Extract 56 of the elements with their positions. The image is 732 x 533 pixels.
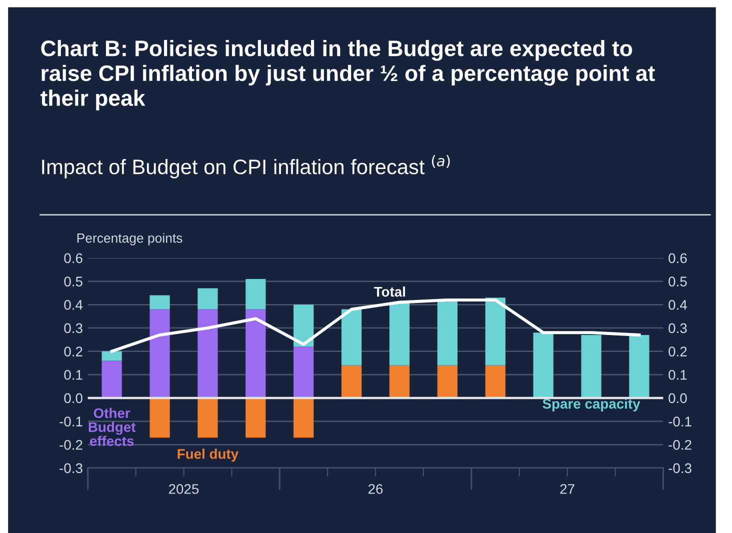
series-label: Total <box>374 286 405 297</box>
y-tick-label: 0.2 <box>64 346 82 356</box>
text: 26 <box>368 484 383 494</box>
y-tick-label: 0.5 <box>64 276 82 286</box>
y-tick-label: 0.6 <box>64 253 82 264</box>
bar <box>485 298 506 366</box>
bar <box>198 288 218 310</box>
bar <box>246 398 266 438</box>
y2-tick-label: 0.2 <box>668 346 687 356</box>
chart-subtitle: Impact of Budget on CPI inflation forecast $^{(a)}$ <box>42 155 450 178</box>
series-label: Spare capacity <box>542 398 640 412</box>
y-tick-label: 0.4 <box>64 300 83 310</box>
y-tick-label: -0.1 <box>60 416 82 426</box>
bar <box>581 334 602 398</box>
bar <box>246 278 266 310</box>
y2-tick-label: -0.2 <box>668 440 692 450</box>
y2-tick-label: 0.6 <box>668 253 687 264</box>
bar <box>341 309 362 366</box>
bar <box>485 365 506 398</box>
bar <box>437 300 458 366</box>
bar <box>198 309 218 398</box>
series-label: Other Budget effects <box>88 408 136 446</box>
bar <box>389 365 410 398</box>
series-label: Fuel duty <box>178 448 238 462</box>
bar <box>102 351 122 361</box>
y-tick-label: 0.3 <box>64 323 82 334</box>
y-tick-label: 0.1 <box>64 370 82 380</box>
y2-tick-label: -0.3 <box>668 463 692 474</box>
bar <box>150 309 170 398</box>
y2-tick-label: 0.5 <box>668 276 687 286</box>
text: 27 <box>560 484 574 494</box>
bar <box>246 309 266 398</box>
bar <box>150 295 170 310</box>
bar <box>629 334 650 398</box>
bar <box>102 360 122 398</box>
bar <box>198 398 218 438</box>
y2-tick-label: 0.0 <box>668 393 687 404</box>
bar <box>294 346 314 398</box>
line-series <box>110 298 641 353</box>
y-tick-label: 0.0 <box>64 393 82 404</box>
y-axis-title: Percentage points <box>77 233 182 246</box>
y2-tick-label: 0.4 <box>668 300 687 310</box>
y2-tick-label: -0.1 <box>668 416 692 426</box>
bar <box>533 332 554 398</box>
bar <box>294 398 314 438</box>
bar <box>294 304 314 347</box>
y2-tick-label: 0.1 <box>668 370 687 380</box>
bar <box>341 365 362 398</box>
y-tick-label: -0.2 <box>60 440 82 450</box>
text: 2025 <box>168 484 199 494</box>
bar <box>437 365 458 398</box>
bar <box>389 302 410 366</box>
y2-tick-label: 0.3 <box>668 323 687 334</box>
chart-title: Chart B: Policies included in the Budget are expected to raise CPI inflation by just under ½ of a percentage point at their peak <box>40 40 655 110</box>
y-tick-label: -0.3 <box>60 463 82 474</box>
bar <box>150 398 170 438</box>
